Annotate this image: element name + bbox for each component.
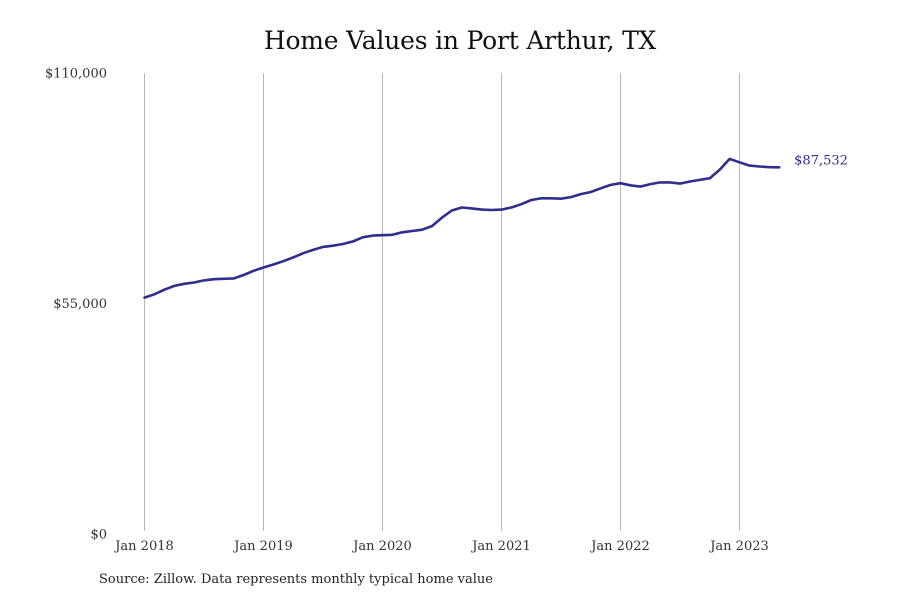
data-point — [332, 245, 334, 247]
data-point — [500, 208, 502, 210]
data-point — [600, 187, 602, 189]
data-point — [441, 216, 443, 218]
data-point — [371, 234, 373, 236]
chart-title: Home Values in Port Arthur, TX — [263, 26, 657, 55]
data-point — [203, 279, 205, 281]
data-point — [481, 208, 483, 210]
data-point — [748, 164, 750, 166]
source-note: Source: Zillow. Data represents monthly … — [99, 572, 493, 587]
gridlines — [144, 73, 740, 531]
data-point — [510, 206, 512, 208]
data-point — [570, 196, 572, 198]
data-point — [719, 169, 721, 171]
x-tick-label: Jan 2023 — [708, 539, 769, 554]
data-point — [431, 225, 433, 227]
x-tick-label: Jan 2022 — [589, 539, 650, 554]
data-point — [639, 185, 641, 187]
data-point — [490, 209, 492, 211]
y-axis-ticks: $0 $55,000 $110,000 — [45, 67, 107, 543]
x-tick-label: Jan 2019 — [232, 539, 293, 554]
data-point — [629, 184, 631, 186]
data-point — [312, 249, 314, 251]
x-tick-label: Jan 2020 — [351, 539, 412, 554]
data-point — [699, 179, 701, 181]
data-point — [322, 246, 324, 248]
data-point — [679, 182, 681, 184]
y-tick-label: $110,000 — [45, 67, 107, 82]
data-point — [163, 289, 165, 291]
data-point — [391, 234, 393, 236]
data-point — [421, 229, 423, 231]
data-point — [689, 180, 691, 182]
data-point — [520, 203, 522, 205]
data-point — [342, 243, 344, 245]
data-point — [530, 199, 532, 201]
data-point — [233, 277, 235, 279]
data-point — [560, 198, 562, 200]
data-point — [471, 207, 473, 209]
data-point — [243, 274, 245, 276]
data-point — [173, 285, 175, 287]
data-point — [183, 283, 185, 285]
data-point — [590, 191, 592, 193]
data-point — [401, 231, 403, 233]
x-tick-label: Jan 2018 — [113, 539, 174, 554]
data-point — [768, 166, 770, 168]
data-point — [252, 270, 254, 272]
data-point — [223, 278, 225, 280]
series-layer: $87,532 — [143, 154, 848, 299]
data-point — [778, 166, 780, 168]
data-point — [550, 197, 552, 199]
x-axis-ticks: Jan 2018 Jan 2019 Jan 2020 Jan 2021 Jan 2022… — [113, 539, 769, 554]
data-point — [302, 252, 304, 254]
data-point — [758, 165, 760, 167]
data-point — [262, 266, 264, 268]
y-tick-label: $0 — [90, 528, 107, 543]
data-point — [649, 183, 651, 185]
y-tick-label: $55,000 — [53, 297, 107, 312]
data-point — [609, 184, 611, 186]
data-point — [362, 236, 364, 238]
data-point — [143, 296, 145, 298]
data-point — [153, 293, 155, 295]
series-line — [143, 157, 781, 299]
data-point — [193, 281, 195, 283]
data-point — [451, 209, 453, 211]
x-tick-label: Jan 2021 — [470, 539, 531, 554]
data-point — [580, 193, 582, 195]
data-point — [659, 181, 661, 183]
data-point — [381, 234, 383, 236]
data-point — [411, 230, 413, 232]
data-point — [461, 206, 463, 208]
data-point — [738, 161, 740, 163]
data-point — [669, 181, 671, 183]
data-point — [213, 278, 215, 280]
series-end-label: $87,532 — [794, 154, 848, 169]
data-point — [728, 158, 730, 160]
data-point — [709, 177, 711, 179]
data-point — [352, 240, 354, 242]
data-point — [540, 197, 542, 199]
data-point — [282, 260, 284, 262]
data-point — [292, 256, 294, 258]
data-point — [272, 263, 274, 265]
data-point — [619, 182, 621, 184]
